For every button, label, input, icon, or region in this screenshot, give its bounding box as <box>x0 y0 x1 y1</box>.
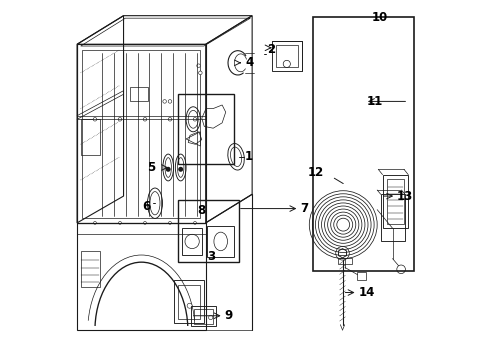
Bar <box>194 309 213 324</box>
Circle shape <box>194 221 196 224</box>
Bar <box>81 119 100 155</box>
Bar <box>182 228 202 255</box>
Bar <box>178 94 234 164</box>
Text: 8: 8 <box>197 204 205 217</box>
Bar <box>173 280 204 323</box>
Circle shape <box>197 64 200 67</box>
Circle shape <box>93 117 97 121</box>
Text: 11: 11 <box>367 95 383 108</box>
Bar <box>130 87 148 102</box>
Bar <box>383 175 408 228</box>
Bar <box>178 200 239 262</box>
Text: 10: 10 <box>372 11 388 24</box>
Text: 7: 7 <box>300 202 309 215</box>
Text: 4: 4 <box>245 56 253 69</box>
Text: 3: 3 <box>207 250 215 263</box>
Text: 14: 14 <box>359 286 375 299</box>
Text: 1: 1 <box>245 150 253 163</box>
Circle shape <box>94 221 97 224</box>
Bar <box>178 285 200 319</box>
Circle shape <box>193 117 197 121</box>
Circle shape <box>198 71 202 75</box>
Bar <box>207 226 234 257</box>
Circle shape <box>209 315 213 320</box>
Bar <box>338 257 352 264</box>
Circle shape <box>178 167 183 172</box>
Circle shape <box>118 117 122 121</box>
Text: 6: 6 <box>142 199 150 212</box>
Circle shape <box>143 117 147 121</box>
Bar <box>387 179 404 224</box>
Bar <box>81 251 100 287</box>
Circle shape <box>169 221 171 224</box>
Bar <box>381 194 405 241</box>
Text: 13: 13 <box>397 190 414 203</box>
Text: 5: 5 <box>147 161 155 174</box>
Circle shape <box>166 167 171 172</box>
Circle shape <box>168 100 172 103</box>
Bar <box>276 45 298 67</box>
Circle shape <box>163 100 167 103</box>
Circle shape <box>168 117 172 121</box>
Text: 2: 2 <box>267 43 275 56</box>
Circle shape <box>187 303 192 308</box>
Text: 9: 9 <box>224 309 233 322</box>
Bar <box>313 18 414 271</box>
Circle shape <box>144 221 147 224</box>
Bar <box>191 306 217 327</box>
Circle shape <box>119 221 122 224</box>
Bar <box>272 41 302 71</box>
Bar <box>357 272 366 280</box>
Text: 12: 12 <box>307 166 323 179</box>
